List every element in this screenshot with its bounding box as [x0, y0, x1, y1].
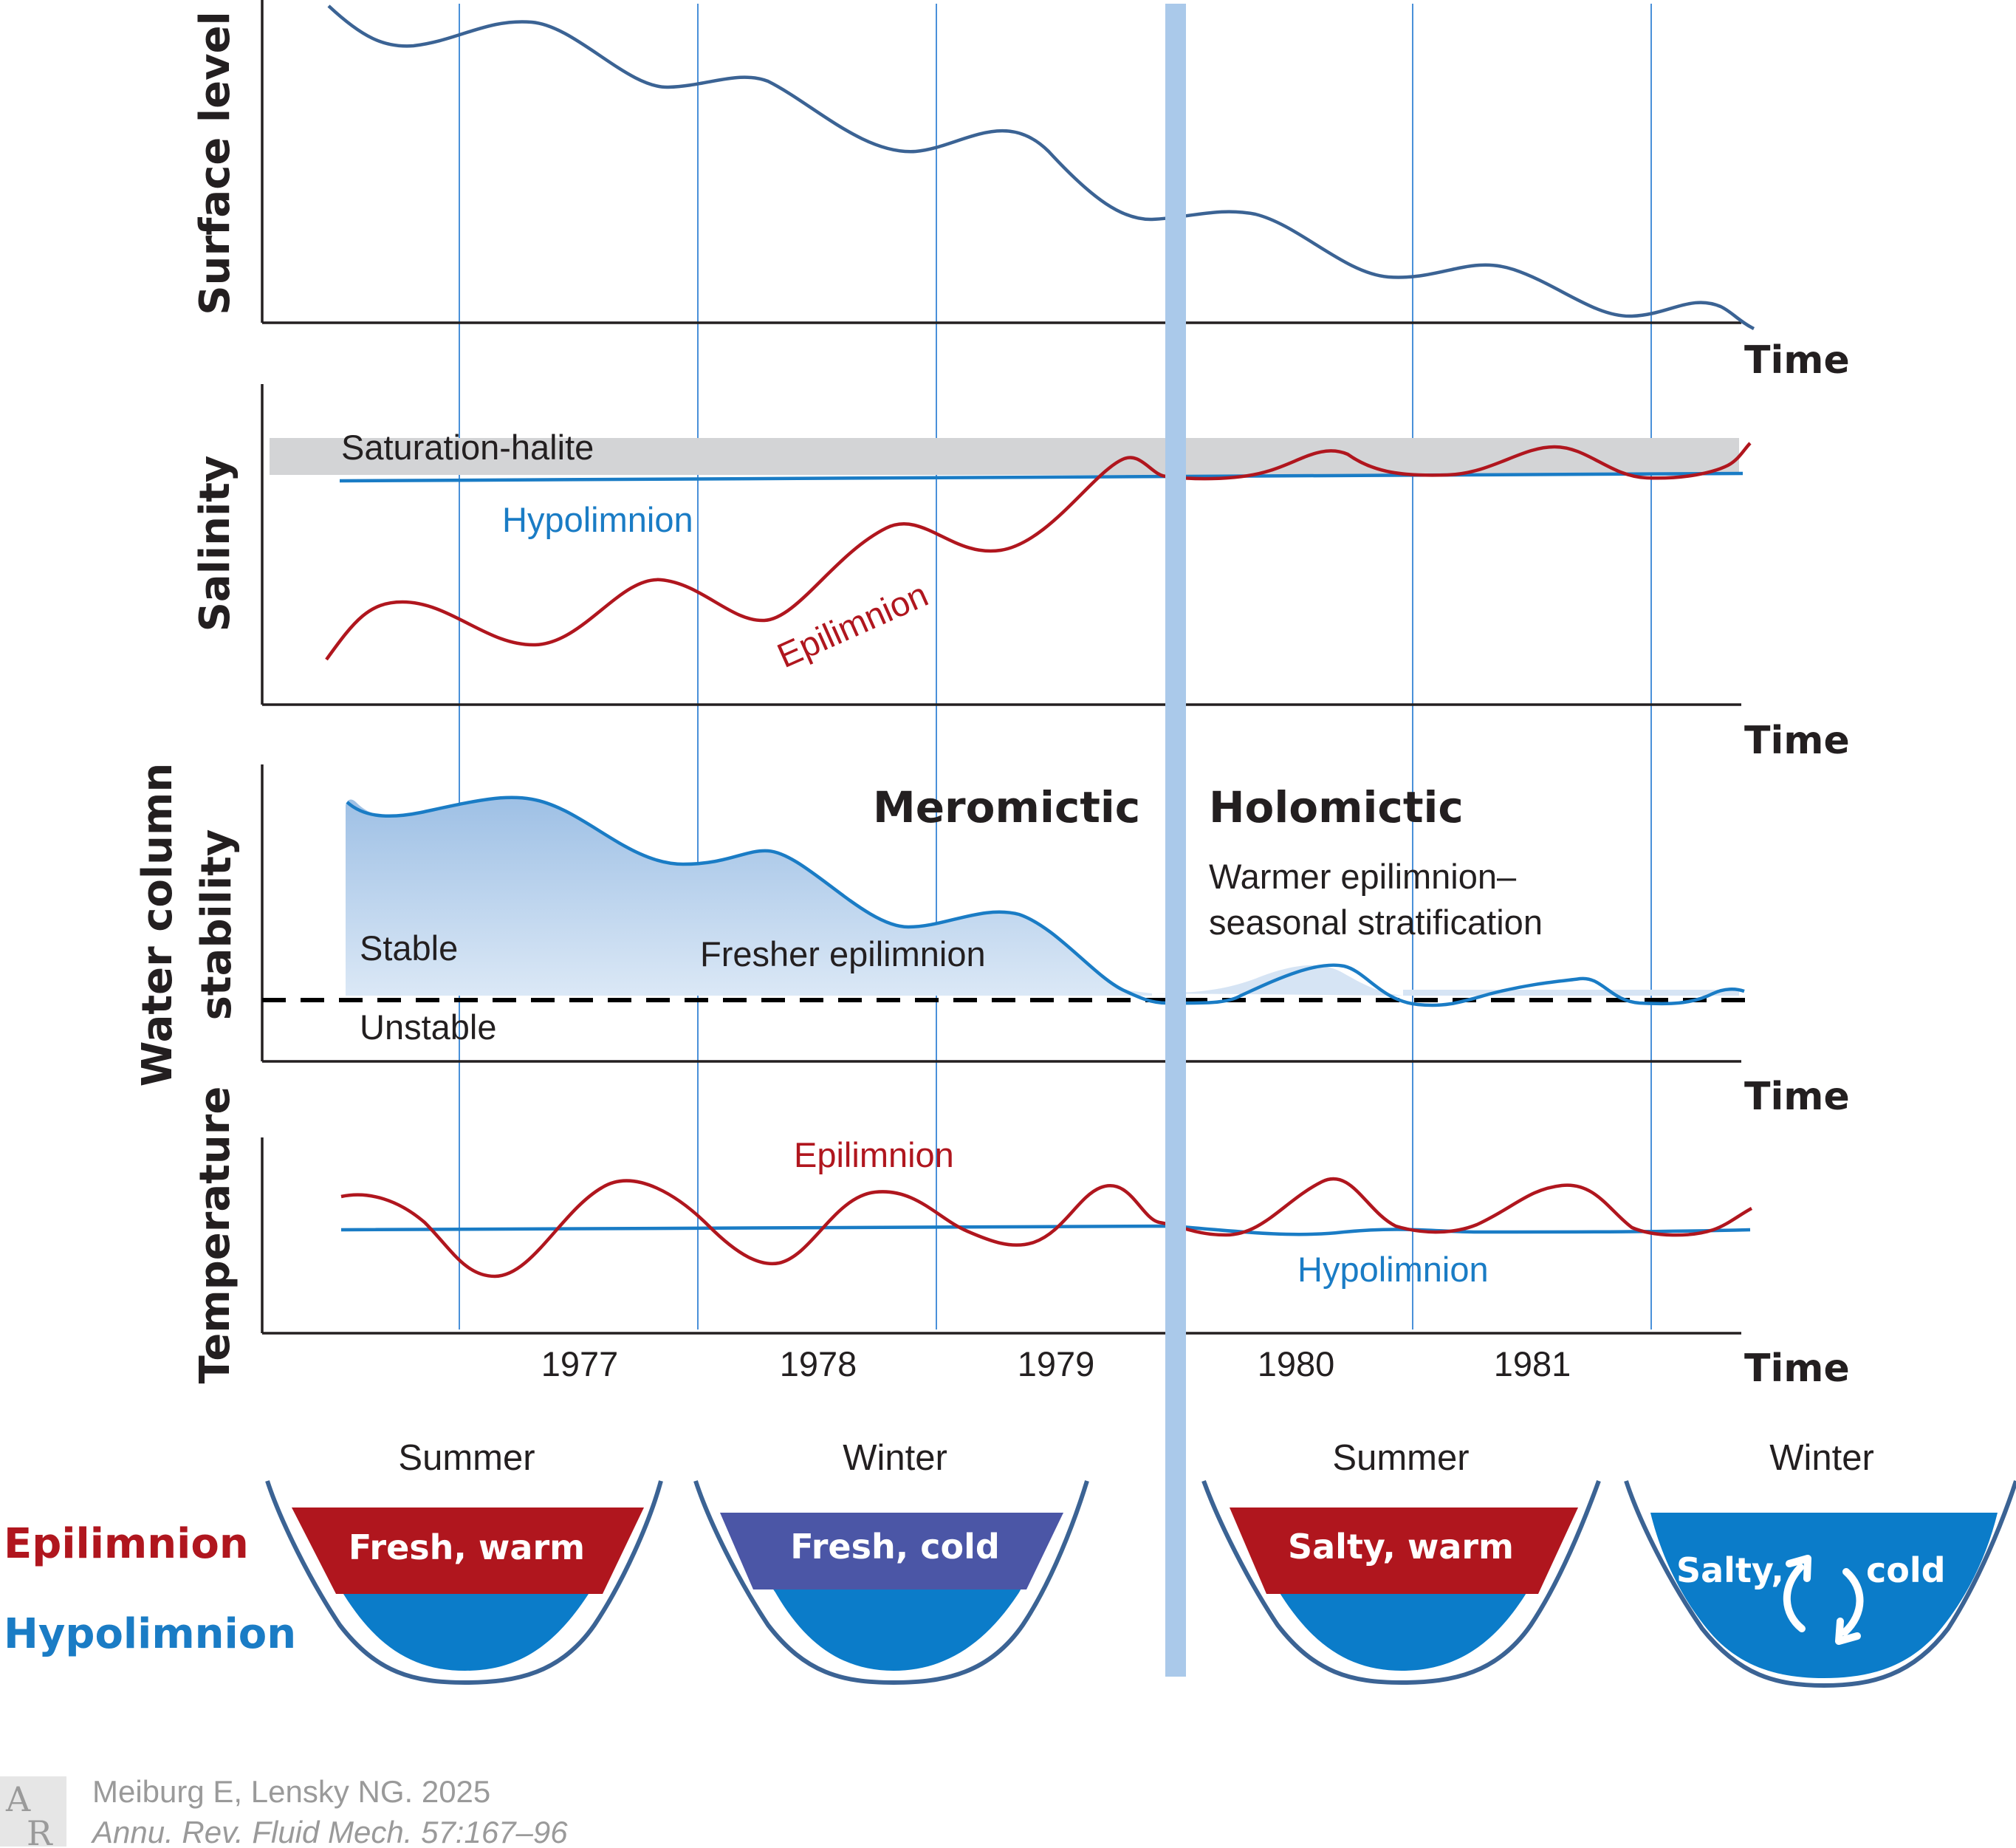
lake-summer-salty: Summer Salty, warm: [1201, 1438, 1601, 1686]
temperature-epilimnion-label: Epilimnion: [794, 1135, 954, 1174]
svg-text:R: R: [27, 1813, 53, 1848]
transition-bar: [1165, 4, 1186, 1677]
fresher-epilimnion-label: Fresher epilimnion: [700, 934, 986, 973]
temperature-ylabel: Temperature: [191, 1086, 239, 1384]
temperature-hypolimnion-label: Hypolimnion: [1297, 1250, 1489, 1289]
salinity-time-xlabel: Time: [1744, 719, 1850, 763]
temperature-panel: Epilimnion Hypolimnion 1977 1978 1979 19…: [191, 1086, 1850, 1391]
surface-level-panel: Surface level Time: [191, 0, 1850, 383]
legend-hypolimnion: Hypolimnion: [4, 1610, 296, 1658]
stability-line: [346, 795, 1745, 1007]
stability-panel: Meromictic Holomictic Warmer epilimnion–…: [134, 763, 1850, 1119]
lake-1-epilimnion: [292, 1508, 644, 1594]
year-label-1981: 1981: [1494, 1344, 1571, 1383]
lake-winter-salty-mixed: Winter Salty, cold: [1624, 1438, 2016, 1688]
lake-3-epilimnion: [1230, 1508, 1578, 1594]
salinity-hypolimnion-line: [339, 471, 1744, 483]
holomictic-note-line2: seasonal stratification: [1209, 903, 1543, 942]
year-label-1980: 1980: [1258, 1344, 1335, 1383]
salinity-epilimnion-label: Epilimnion: [772, 575, 934, 676]
temperature-epilimnion-line: [340, 1177, 1753, 1279]
svg-text:A: A: [5, 1779, 31, 1819]
lake-2-epilimnion: [720, 1513, 1063, 1589]
lake-diagrams: Summer Fresh, warm Winter Fresh, cold Su…: [4, 1438, 2016, 1688]
citation-journal: Annu. Rev. Fluid Mech. 57:167–96: [90, 1815, 568, 1848]
holomictic-label: Holomictic: [1209, 782, 1464, 832]
salinity-panel: Saturation-halite Hypolimnion Epilimnion…: [191, 384, 1850, 763]
lake-4-label-salty: Salty,: [1676, 1550, 1784, 1590]
lake-1-season: Summer: [398, 1438, 535, 1478]
lake-4-label-cold: cold: [1866, 1550, 1946, 1590]
temperature-hypolimnion-line: [340, 1224, 1751, 1236]
stability-ylabel-line2: stability: [193, 829, 241, 1021]
year-label-1979: 1979: [1018, 1344, 1095, 1383]
temperature-time-xlabel: Time: [1744, 1346, 1850, 1391]
salinity-epilimnion-line: [325, 442, 1752, 661]
year-label-1977: 1977: [541, 1344, 619, 1383]
saturation-halite-band: [270, 438, 1739, 475]
lake-summer-fresh: Summer Fresh, warm: [265, 1438, 663, 1686]
surface-level-line: [327, 4, 1755, 331]
saturation-halite-label: Saturation-halite: [341, 428, 594, 467]
stable-region-fill: [346, 797, 1152, 996]
lake-4-water: [1650, 1513, 1998, 1678]
lake-3-season: Summer: [1332, 1438, 1469, 1478]
mixing-arrows-icon: [1783, 1555, 1864, 1645]
stability-ylabel-line1: Water column: [134, 763, 182, 1086]
lake-2-season: Winter: [843, 1438, 947, 1478]
lake-1-label: Fresh, warm: [349, 1527, 585, 1567]
lake-3-label: Salty, warm: [1288, 1527, 1514, 1567]
citation-block: A R Meiburg E, Lensky NG. 2025 Annu. Rev…: [0, 1774, 568, 1848]
holomictic-note-line1: Warmer epilimnion–: [1209, 857, 1517, 896]
year-grid-lines: [459, 4, 1652, 1329]
legend-epilimnion: Epilimnion: [4, 1520, 249, 1568]
surface-time-xlabel: Time: [1744, 338, 1850, 383]
year-label-1978: 1978: [780, 1344, 857, 1383]
surface-level-ylabel: Surface level: [191, 11, 239, 315]
lake-4-season: Winter: [1769, 1438, 1874, 1478]
salinity-ylabel: Salinity: [191, 456, 239, 632]
annual-reviews-logo: A R: [0, 1776, 66, 1848]
stable-label: Stable: [360, 928, 458, 968]
unstable-label: Unstable: [360, 1007, 497, 1047]
citation-authors: Meiburg E, Lensky NG. 2025: [92, 1774, 490, 1809]
lake-winter-fresh: Winter Fresh, cold: [693, 1438, 1089, 1686]
stability-time-xlabel: Time: [1744, 1075, 1850, 1119]
salinity-hypolimnion-label: Hypolimnion: [502, 500, 693, 539]
meromictic-label: Meromictic: [873, 782, 1140, 832]
lake-2-label: Fresh, cold: [790, 1527, 1000, 1567]
